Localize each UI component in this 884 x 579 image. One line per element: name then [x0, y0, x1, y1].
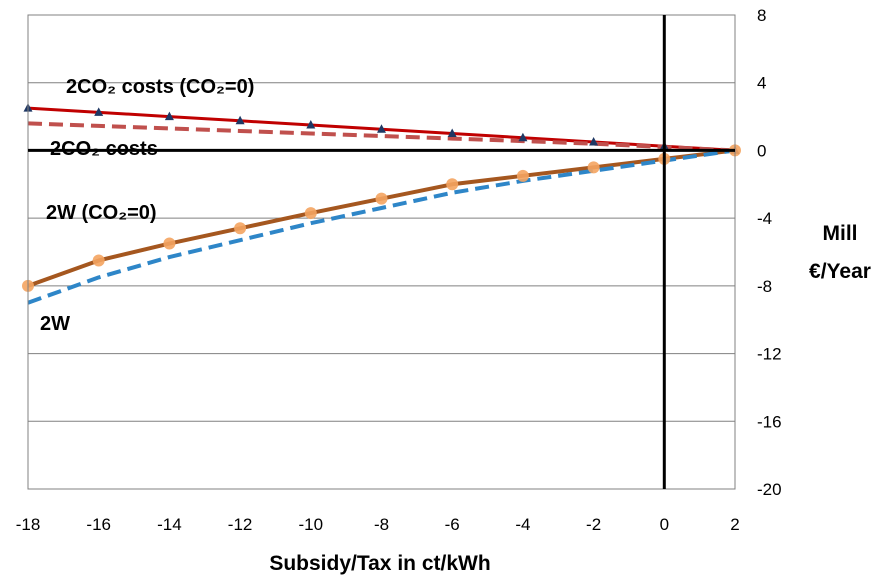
- data-point-circle: [446, 178, 459, 191]
- x-tick-label: -16: [86, 515, 111, 534]
- series-label-w-co2-0: 2W (CO₂=0): [46, 202, 157, 224]
- series-line-w: [27, 148, 736, 305]
- x-tick-label: -2: [586, 515, 601, 534]
- data-point-circle: [234, 222, 247, 235]
- y-tick-label: -20: [757, 480, 782, 499]
- y-tick-label: -16: [757, 412, 782, 431]
- data-point-circle: [587, 161, 600, 174]
- data-point-triangle: [589, 136, 599, 146]
- data-point-circle: [92, 254, 105, 267]
- y-axis-title-line2: €/Year: [809, 260, 871, 283]
- annotations: 2CO₂ costs (CO₂=0) 2CO₂ costs 2W (CO₂=0) 2W: [40, 76, 254, 335]
- series-label-co2-costs: 2CO₂ costs: [50, 138, 158, 160]
- x-tick-label: 0: [660, 515, 669, 534]
- data-point-circle: [304, 207, 317, 220]
- data-point-triangle: [235, 115, 245, 125]
- y-tick-label: 8: [757, 6, 766, 25]
- data-point-triangle: [447, 128, 457, 137]
- y-tick-label: 4: [757, 74, 766, 93]
- data-point-triangle: [94, 107, 104, 116]
- data-point-triangle: [518, 132, 528, 142]
- series-label-co2-costs-co2-0: 2CO₂ costs (CO₂=0): [66, 76, 254, 98]
- data-point-circle: [163, 237, 176, 250]
- x-tick-label: -4: [515, 515, 530, 534]
- x-tick-label: -10: [299, 515, 324, 534]
- y-tick-label: -12: [757, 345, 782, 364]
- y-tick-label: -8: [757, 277, 772, 296]
- x-tick-label: -18: [16, 515, 41, 534]
- data-point-circle: [375, 192, 388, 205]
- x-tick-label: -8: [374, 515, 389, 534]
- y-tick-label: -4: [757, 209, 772, 228]
- data-point-triangle: [164, 111, 174, 121]
- data-point-circle: [516, 169, 529, 182]
- axes: [27, 14, 736, 490]
- x-tick-label: 2: [730, 515, 739, 534]
- x-tick-label: -6: [445, 515, 460, 534]
- series-label-w: 2W: [40, 313, 70, 335]
- x-axis-title: Subsidy/Tax in ct/kWh: [269, 552, 490, 575]
- x-tick-label: -12: [228, 515, 253, 534]
- y-tick-label: 0: [757, 141, 766, 160]
- y-axis-title-line1: Mill: [823, 222, 858, 245]
- data-point-triangle: [306, 120, 316, 129]
- x-tick-label: -14: [157, 515, 182, 534]
- series-line-co2-costs: [27, 121, 736, 153]
- data-point-triangle: [377, 124, 386, 133]
- plot-area-border: [27, 14, 736, 490]
- tick-labels: -18 -16 -14 -12 -10 -8 -6 -4 -2 0 2840-4-8-12-16-2…: [16, 6, 782, 534]
